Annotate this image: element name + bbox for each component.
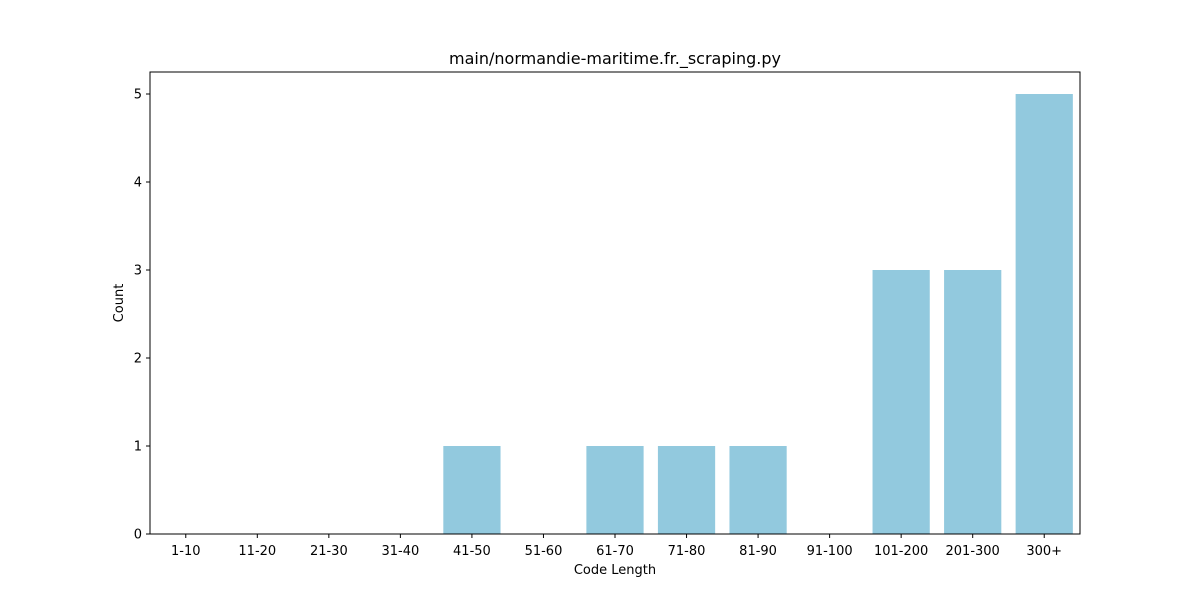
x-tick-label: 21-30 (310, 544, 348, 559)
x-tick-label: 101-200 (874, 544, 928, 559)
y-tick-label: 0 (134, 528, 142, 543)
y-tick-label: 2 (134, 352, 142, 367)
x-tick-label: 61-70 (596, 544, 634, 559)
x-tick-label: 300+ (1026, 544, 1062, 559)
bar (586, 446, 644, 534)
y-tick-label: 3 (134, 264, 142, 279)
x-tick-label: 51-60 (525, 544, 563, 559)
y-tick-label: 4 (134, 176, 142, 191)
bar (872, 270, 930, 534)
x-tick-label: 201-300 (946, 544, 1000, 559)
chart-title: main/normandie-maritime.fr._scraping.py (449, 49, 781, 69)
plot-area-frame (149, 71, 1081, 535)
x-tick-label: 91-100 (807, 544, 853, 559)
bar (1015, 94, 1073, 534)
x-tick-label: 41-50 (453, 544, 491, 559)
x-tick-label: 11-20 (238, 544, 276, 559)
bar (729, 446, 787, 534)
y-axis-ticks: 0 1 2 3 4 5 (134, 88, 150, 543)
bar (944, 270, 1002, 534)
x-axis-label: Code Length (574, 563, 656, 578)
y-tick-label: 1 (134, 440, 142, 455)
bar (443, 446, 501, 534)
x-tick-label: 81-90 (739, 544, 777, 559)
y-tick-label: 5 (134, 88, 142, 103)
x-tick-label: 71-80 (668, 544, 706, 559)
x-tick-label: 31-40 (381, 544, 419, 559)
bar (657, 446, 716, 534)
x-axis-ticks: 1-10 11-20 21-30 31-40 41-50 51-60 61-70 71-80 8… (171, 534, 1062, 559)
y-axis-label: Count (112, 284, 127, 323)
x-tick-label: 1-10 (171, 544, 201, 559)
bars-layer (443, 94, 1073, 534)
